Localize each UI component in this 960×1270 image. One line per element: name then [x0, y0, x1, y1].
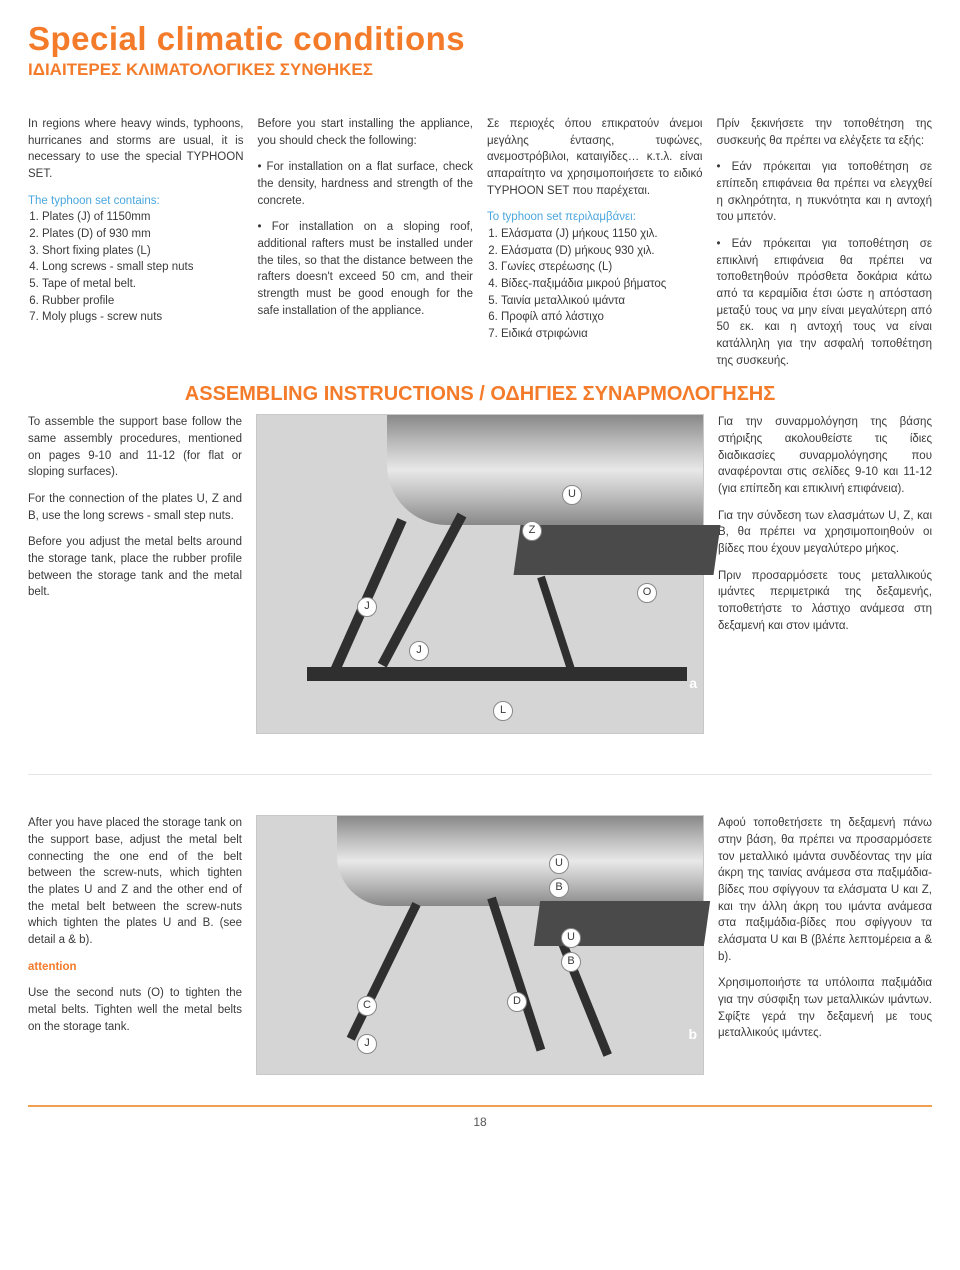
bot-l-p1: After you have placed the storage tank o… — [28, 815, 242, 948]
tank-shape — [387, 415, 703, 525]
bot-l-p2: Use the second nuts (O) to tighten the m… — [28, 985, 242, 1035]
col2-p1: Before you start installing the applianc… — [258, 116, 474, 149]
separator — [28, 774, 932, 775]
tank-shape — [337, 816, 703, 906]
list-item: Προφίλ από λάστιχο — [501, 309, 703, 326]
col2-b2: • For installation on a sloping roof, ad… — [258, 219, 474, 319]
panel-shape — [513, 525, 720, 575]
list-item: Γωνίες στερέωσης (L) — [501, 259, 703, 276]
col1-p1: In regions where heavy winds, typhoons, … — [28, 116, 244, 183]
asm-r-p1: Για την συναρμολόγηση της βάσης στήριξης… — [718, 414, 932, 497]
figure-b-box: U B U B C D J b — [256, 815, 704, 1075]
asm-l-p3: Before you adjust the metal belts around… — [28, 534, 242, 601]
label-L: L — [493, 701, 513, 721]
assembly-header: ASSEMBLING INSTRUCTIONS / ΟΔΗΓΙΕΣ ΣΥΝΑΡΜ… — [28, 383, 932, 406]
label-C: C — [357, 996, 377, 1016]
col3: Σε περιοχές όπου επικρατούν άνεμοι μεγάλ… — [487, 116, 703, 369]
strut — [537, 576, 576, 674]
list-item: Moly plugs - screw nuts — [42, 309, 244, 326]
asm-l-p1: To assemble the support base follow the … — [28, 414, 242, 481]
label-J: J — [357, 597, 377, 617]
strut — [347, 902, 421, 1041]
col3-list: Ελάσματα (J) μήκους 1150 χιλ. Ελάσματα (… — [487, 226, 703, 343]
col4: Πρίν ξεκινήσετε την τοποθέτηση της συσκε… — [717, 116, 933, 369]
assembly-row: To assemble the support base follow the … — [28, 414, 932, 734]
list-item: Plates (D) of 930 mm — [42, 226, 244, 243]
col3-h: Το typhoon set περιλαμβάνει: — [487, 209, 703, 226]
attention-label: attention — [28, 959, 242, 976]
page-title: Special climatic conditions — [28, 20, 932, 58]
list-item: Long screws - small step nuts — [42, 259, 244, 276]
label-O: O — [637, 583, 657, 603]
col1-list: Plates (J) of 1150mm Plates (D) of 930 m… — [28, 209, 244, 326]
list-item: Ειδικά στριφώνια — [501, 326, 703, 343]
bottom-left: After you have placed the storage tank o… — [28, 815, 242, 1075]
intro-columns: In regions where heavy winds, typhoons, … — [28, 116, 932, 369]
col4-b2: • Εάν πρόκειται για τοποθέτηση σε επικλι… — [717, 236, 933, 369]
col1-h: The typhoon set contains: — [28, 193, 244, 210]
assembly-right: Για την συναρμολόγηση της βάσης στήριξης… — [718, 414, 932, 734]
page-subtitle: ΙΔΙΑΙΤΕΡΕΣ ΚΛΙΜΑΤΟΛΟΓΙΚΕΣ ΣΥΝΘΗΚΕΣ — [28, 60, 932, 80]
bottom-row: After you have placed the storage tank o… — [28, 815, 932, 1075]
list-item: Ελάσματα (J) μήκους 1150 χιλ. — [501, 226, 703, 243]
baseplate — [307, 667, 687, 681]
bot-r-p2: Χρησιμοποιήστε τα υπόλοιπα παξιμάδια για… — [718, 975, 932, 1042]
asm-l-p2: For the connection of the plates U, Z an… — [28, 491, 242, 524]
corner-a: a — [689, 673, 697, 693]
bot-r-p1: Αφού τοποθετήσετε τη δεξαμενή πάνω στην … — [718, 815, 932, 965]
corner-b: b — [688, 1024, 697, 1044]
col2: Before you start installing the applianc… — [258, 116, 474, 369]
col2-b1: • For installation on a flat surface, ch… — [258, 159, 474, 209]
figure-a: U Z J J O L a — [256, 414, 704, 734]
list-item: Plates (J) of 1150mm — [42, 209, 244, 226]
list-item: Βίδες-παξιμάδια μικρού βήματος — [501, 276, 703, 293]
col4-b1: • Εάν πρόκειται για τοποθέτηση σε επίπεδ… — [717, 159, 933, 226]
asm-r-p2: Για την σύνδεση των ελασμάτων U, Z, και … — [718, 508, 932, 558]
figure-b: U B U B C D J b — [256, 815, 704, 1075]
list-item: Short fixing plates (L) — [42, 243, 244, 260]
asm-r-p3: Πριν προσαρμόσετε τους μεταλλικούς ιμάντ… — [718, 568, 932, 635]
assembly-left: To assemble the support base follow the … — [28, 414, 242, 734]
label-J: J — [357, 1034, 377, 1054]
list-item: Ελάσματα (D) μήκους 930 χιλ. — [501, 243, 703, 260]
col1: In regions where heavy winds, typhoons, … — [28, 116, 244, 369]
bottom-right: Αφού τοποθετήσετε τη δεξαμενή πάνω στην … — [718, 815, 932, 1075]
page-number: 18 — [28, 1105, 932, 1143]
figure-a-box: U Z J J O L a — [256, 414, 704, 734]
col4-p1: Πρίν ξεκινήσετε την τοποθέτηση της συσκε… — [717, 116, 933, 149]
list-item: Ταινία μεταλλικού ιμάντα — [501, 293, 703, 310]
label-J: J — [409, 641, 429, 661]
list-item: Rubber profile — [42, 293, 244, 310]
list-item: Tape of metal belt. — [42, 276, 244, 293]
col3-p1: Σε περιοχές όπου επικρατούν άνεμοι μεγάλ… — [487, 116, 703, 199]
